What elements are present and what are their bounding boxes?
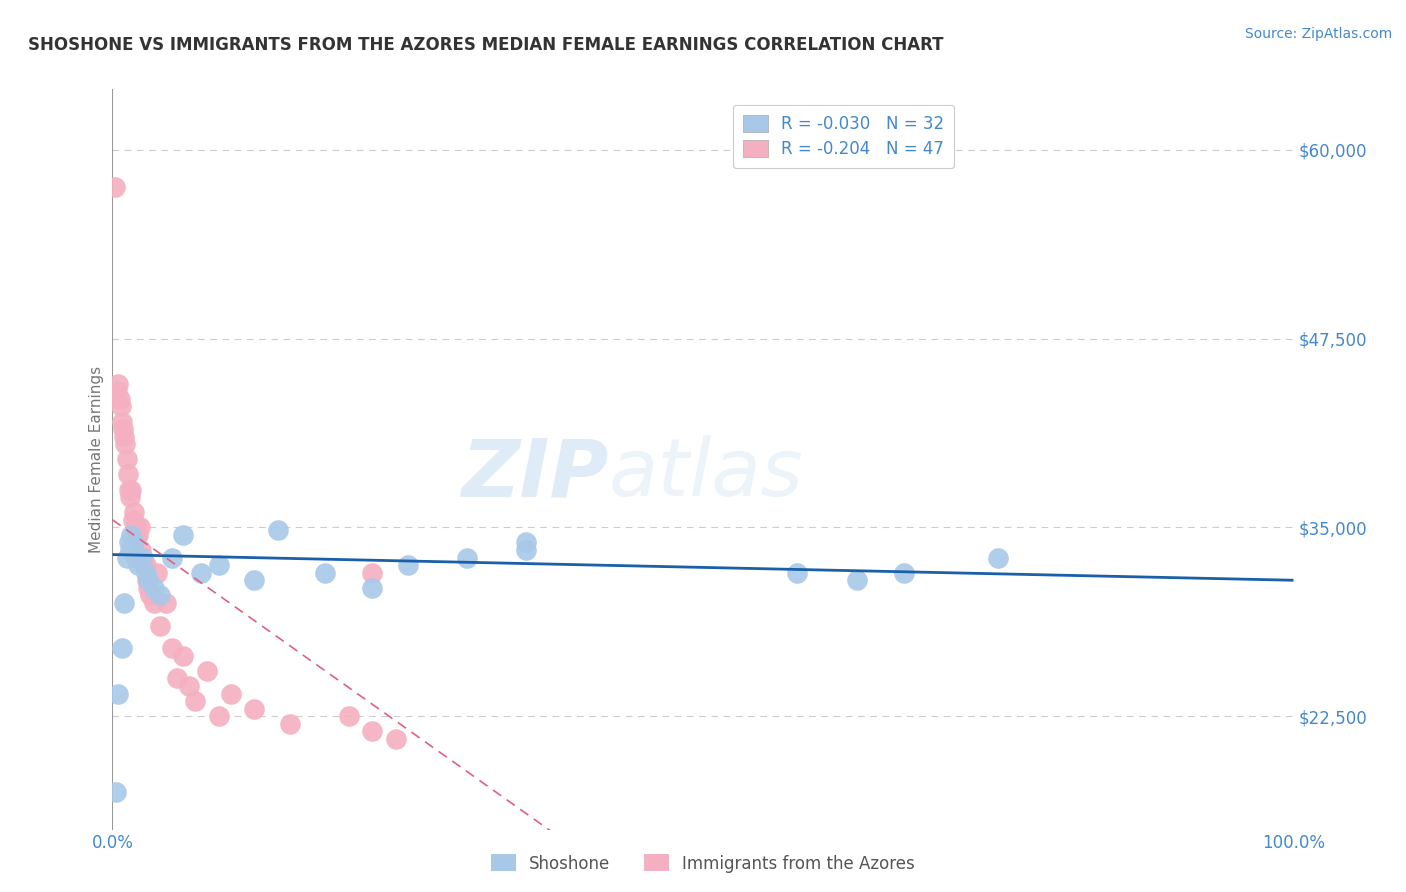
Point [112,596,135,610]
Point [361,724,384,739]
Point [112,422,135,436]
Point [110,400,132,414]
Point [184,694,207,708]
Point [127,528,149,542]
Point [515,535,537,549]
Point [845,574,868,588]
Point [118,483,141,497]
Text: ZIP: ZIP [461,435,609,513]
Point [120,543,142,558]
Point [108,392,131,406]
Point [104,180,127,194]
Point [121,513,143,527]
Point [107,376,129,391]
Point [179,679,201,693]
Point [893,566,915,580]
Text: SHOSHONE VS IMMIGRANTS FROM THE AZORES MEDIAN FEMALE EARNINGS CORRELATION CHART: SHOSHONE VS IMMIGRANTS FROM THE AZORES M… [28,36,943,54]
Point [385,731,408,746]
Point [114,437,136,451]
Point [987,550,1010,565]
Point [111,641,134,656]
Point [208,558,231,573]
Point [127,558,149,573]
Point [135,566,157,580]
Point [115,550,138,565]
Point [125,520,148,534]
Point [337,709,360,723]
Point [786,566,808,580]
Point [111,415,134,429]
Point [105,785,128,799]
Point [129,543,152,558]
Point [134,558,156,573]
Legend: R = -0.030   N = 32, R = -0.204   N = 47: R = -0.030 N = 32, R = -0.204 N = 47 [733,105,955,168]
Point [396,558,419,573]
Point [456,550,478,565]
Point [172,648,194,663]
Point [115,452,138,467]
Legend: Shoshone, Immigrants from the Azores: Shoshone, Immigrants from the Azores [484,847,922,880]
Point [124,528,146,542]
Point [361,581,384,595]
Point [107,687,129,701]
Point [155,596,177,610]
Point [120,483,142,497]
Point [112,430,135,444]
Point [195,664,218,678]
Point [135,574,157,588]
Point [278,716,301,731]
Point [149,618,172,632]
Point [120,490,142,504]
Point [361,566,384,580]
Text: atlas: atlas [609,435,803,513]
Point [132,550,155,565]
Point [172,528,194,542]
Point [127,528,149,542]
Point [243,701,266,715]
Point [122,505,145,519]
Y-axis label: Median Female Earnings: Median Female Earnings [89,366,104,553]
Point [166,672,188,686]
Point [125,550,148,565]
Point [136,574,159,588]
Point [128,520,150,534]
Point [160,641,183,656]
Point [267,524,290,538]
Point [146,566,169,580]
Point [219,687,242,701]
Point [122,535,145,549]
Point [314,566,336,580]
Text: Source: ZipAtlas.com: Source: ZipAtlas.com [1244,27,1392,41]
Point [131,550,153,565]
Point [190,566,212,580]
Point [142,596,165,610]
Point [105,384,128,399]
Point [118,535,141,549]
Point [160,550,183,565]
Point [208,709,231,723]
Point [120,528,142,542]
Point [139,588,162,602]
Point [515,543,537,558]
Point [136,581,159,595]
Point [142,581,165,595]
Point [243,574,266,588]
Point [117,467,139,482]
Point [149,588,172,602]
Point [131,550,153,565]
Point [135,558,157,573]
